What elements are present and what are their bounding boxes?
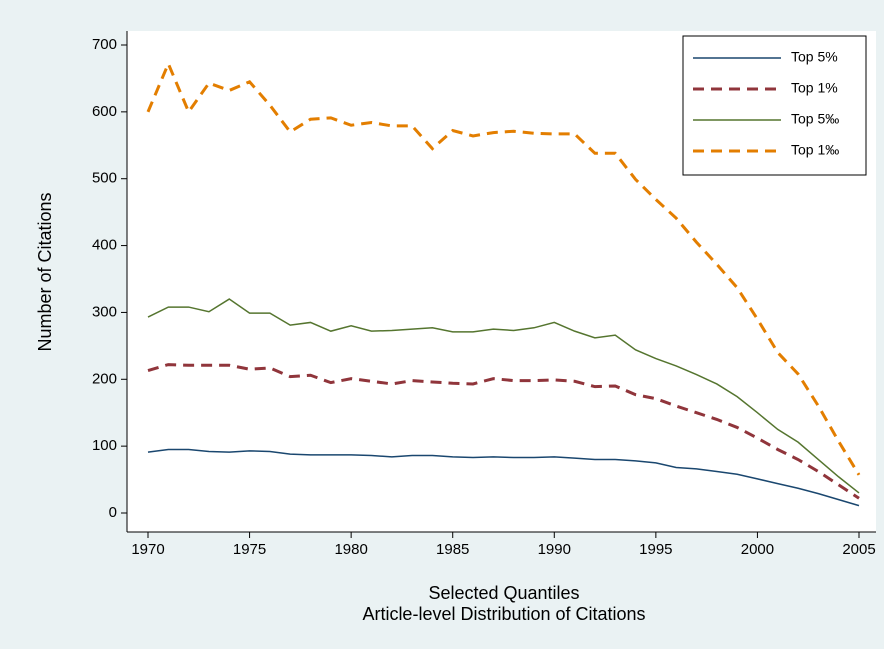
x-tick-label: 1970: [131, 541, 164, 558]
legend-label: Top 5‰: [791, 111, 839, 127]
legend-label: Top 1‰: [791, 142, 839, 158]
line-series: [147, 448, 860, 507]
x-tick-label: 2005: [842, 541, 875, 558]
line-series: [146, 59, 861, 476]
x-tick-label: 1990: [538, 541, 571, 558]
legend-label: Top 1%: [791, 80, 838, 96]
y-axis-title: Number of Citations: [35, 192, 55, 351]
x-axis-title: Selected Quantiles: [428, 583, 579, 603]
y-tick-label: 400: [92, 237, 117, 254]
legend-label: Top 5%: [791, 49, 838, 65]
line-series: [147, 363, 860, 500]
y-tick-label: 700: [92, 36, 117, 53]
y-tick-label: 500: [92, 170, 117, 187]
y-tick-label: 0: [109, 504, 117, 521]
x-tick-label: 1985: [436, 541, 469, 558]
x-tick-label: 1995: [639, 541, 672, 558]
x-tick-label: 1980: [334, 541, 367, 558]
x-tick-label: 2000: [741, 541, 774, 558]
y-tick-label: 300: [92, 303, 117, 320]
line-series: [147, 298, 860, 494]
x-axis-subtitle: Article-level Distribution of Citations: [362, 604, 645, 624]
y-tick-label: 100: [92, 437, 117, 454]
y-tick-label: 200: [92, 370, 117, 387]
y-tick-label: 600: [92, 103, 117, 120]
x-tick-label: 1975: [233, 541, 266, 558]
